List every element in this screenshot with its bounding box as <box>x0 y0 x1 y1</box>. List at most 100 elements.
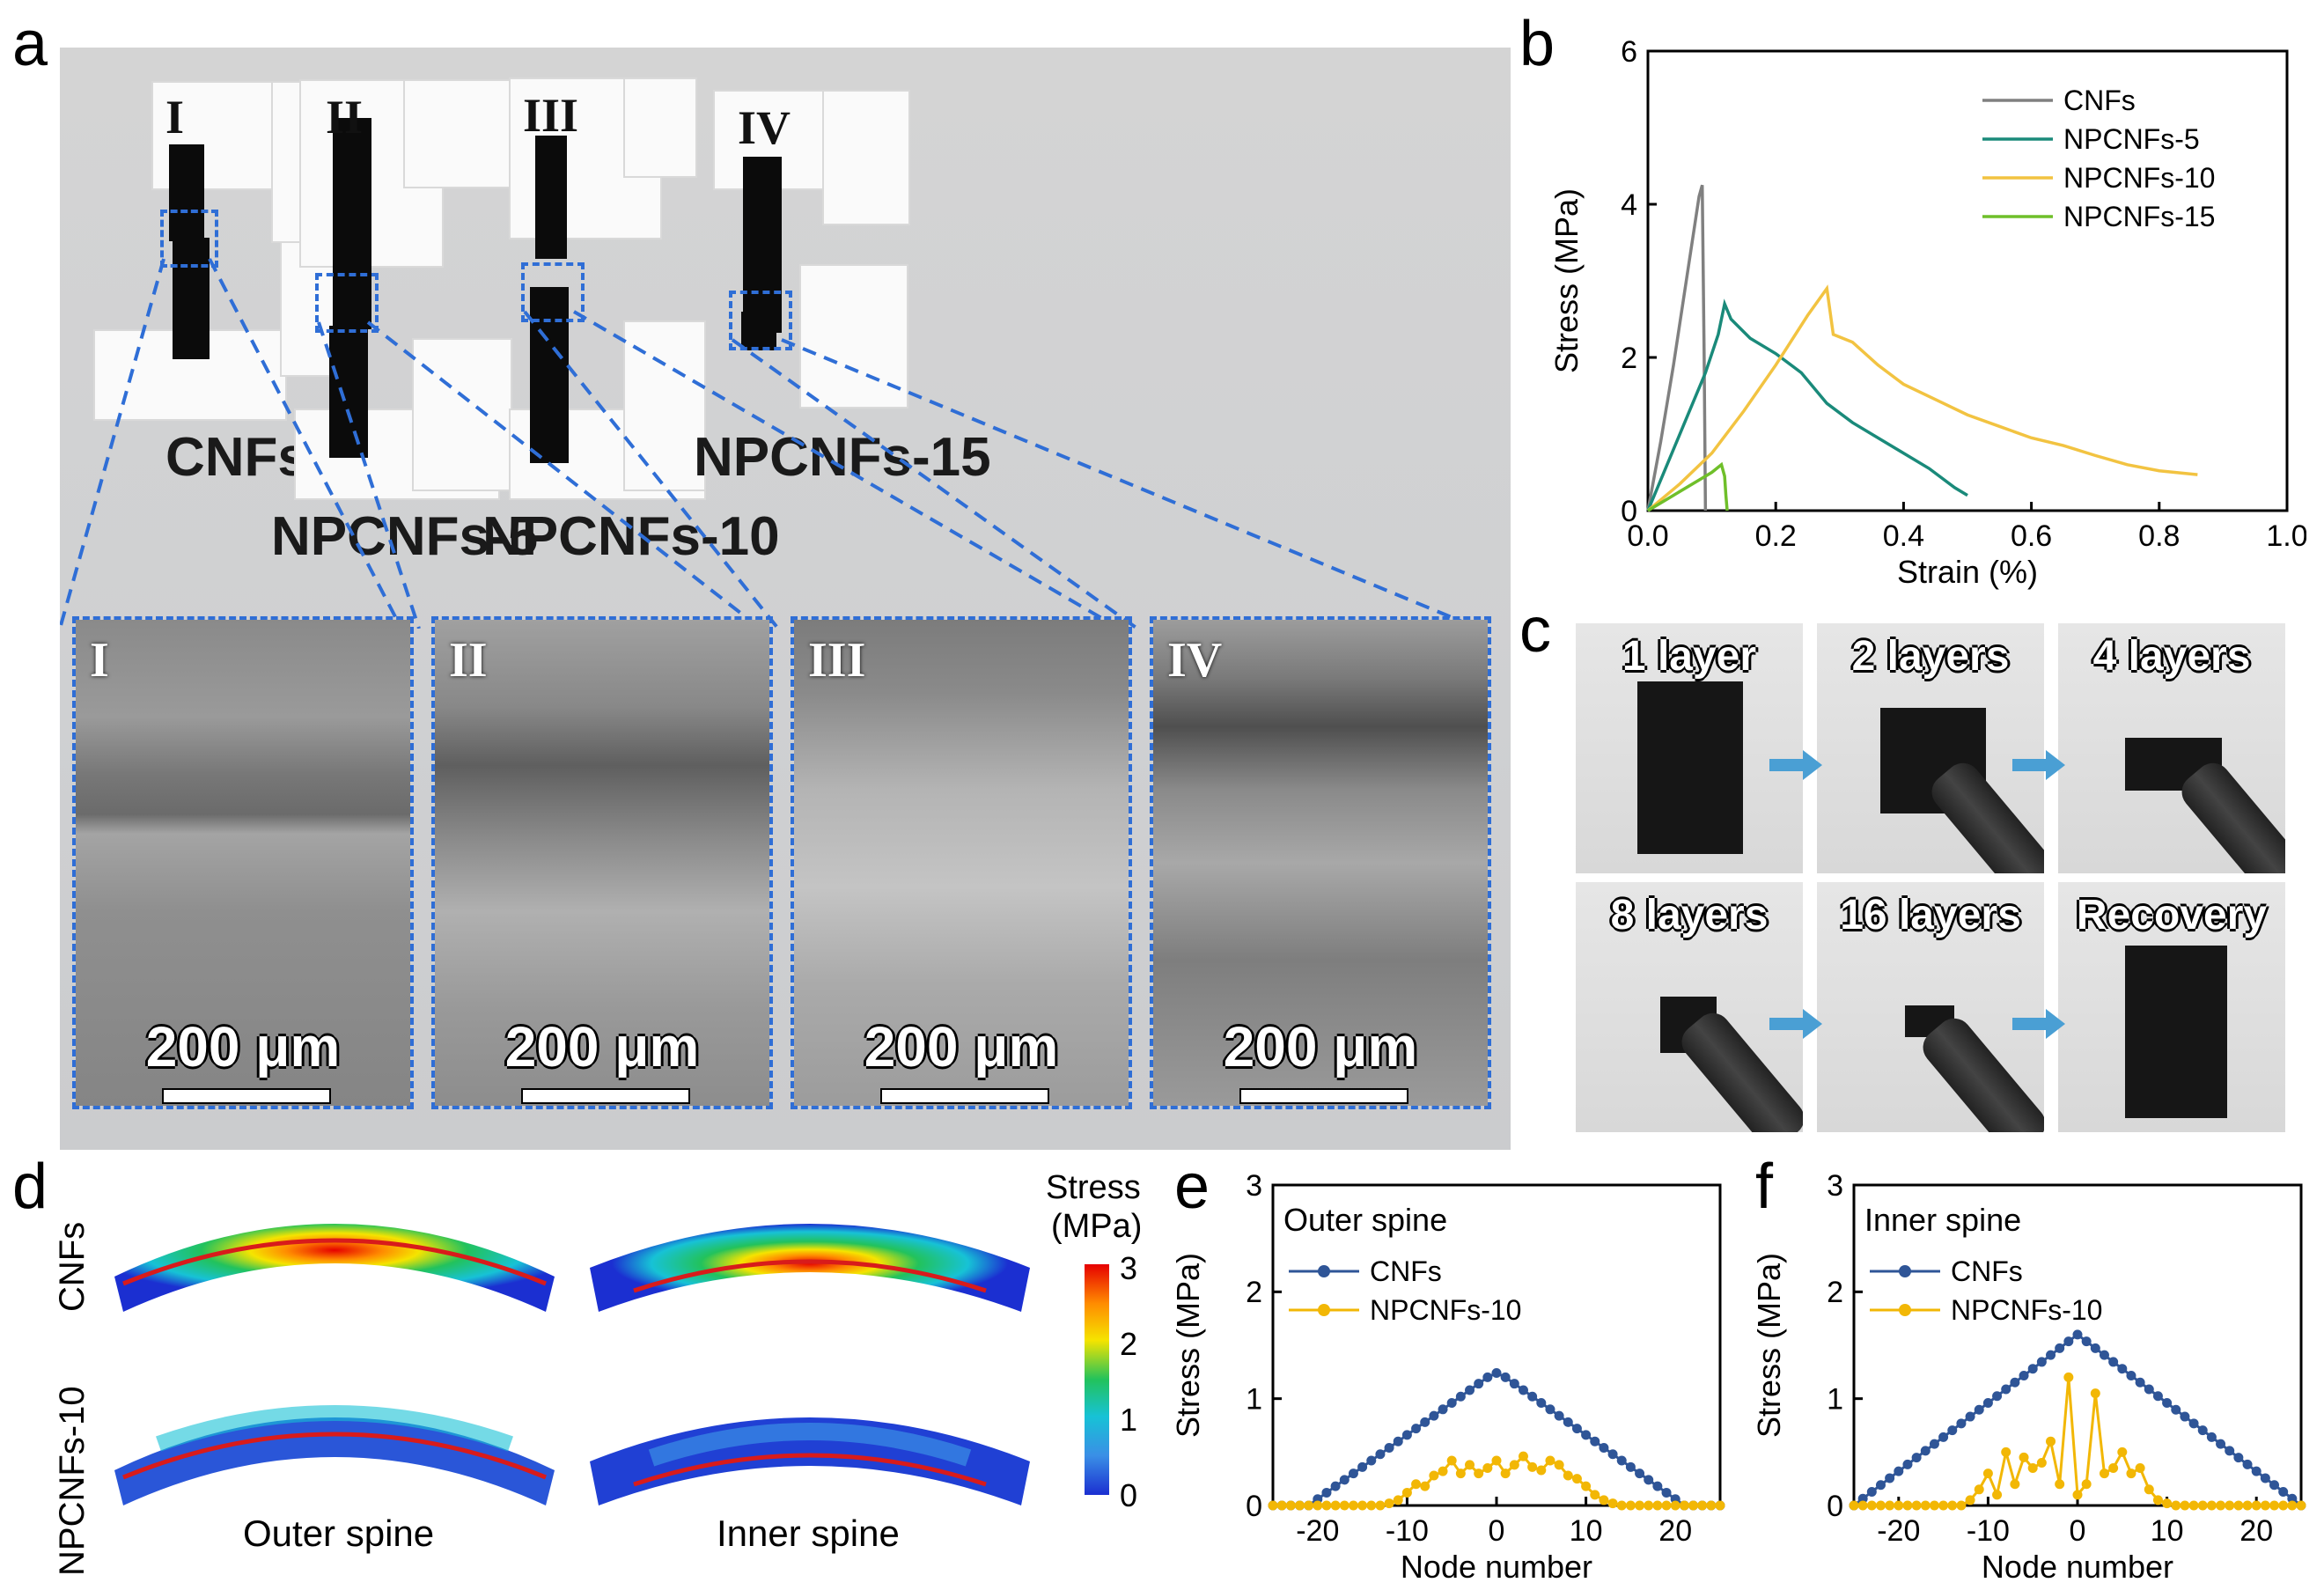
data-point <box>2108 1463 2119 1474</box>
x-tick-label: -10 <box>1967 1514 2010 1548</box>
fem-row-label-npcnfs10: NPCNFs-10 <box>53 1386 92 1576</box>
data-point <box>2072 1490 2083 1500</box>
data-point <box>1581 1481 1592 1491</box>
data-point <box>2296 1500 2306 1511</box>
data-point <box>1366 1500 1377 1511</box>
data-point <box>2001 1384 2011 1395</box>
data-point <box>1545 1404 1555 1415</box>
sem-roman-1: I <box>90 633 109 688</box>
series-line-1 <box>1854 1377 2301 1507</box>
data-point <box>1581 1430 1592 1440</box>
data-point <box>1536 1398 1547 1409</box>
x-tick-label: 0.8 <box>2138 519 2180 553</box>
data-point <box>1304 1500 1314 1511</box>
data-point <box>2162 1398 2173 1409</box>
film-strip <box>530 287 569 463</box>
legend-marker <box>1318 1304 1330 1316</box>
panel-label-a: a <box>12 9 48 79</box>
data-point <box>1509 1379 1519 1389</box>
panel-label-e: e <box>1174 1152 1210 1222</box>
film-strip <box>169 144 204 241</box>
data-point <box>1500 1372 1511 1382</box>
data-point <box>1920 1446 1931 1456</box>
data-point <box>2242 1500 2253 1511</box>
data-point <box>1384 1442 1394 1453</box>
data-point <box>1527 1461 1538 1472</box>
y-axis-label: Stress (MPa) <box>1174 1253 1206 1438</box>
data-point <box>1947 1500 1958 1511</box>
chart-e-outer-spine: -20 -10 0 10 20 0 1 2 3 Node number Stress (MPa) CN… <box>1174 1171 1725 1585</box>
data-point <box>2152 1495 2163 1505</box>
data-point <box>2117 1364 2128 1374</box>
data-point <box>1599 1495 1609 1505</box>
x-tick-label: -20 <box>1296 1514 1339 1548</box>
plot-frame <box>1646 49 2289 512</box>
data-point <box>2027 1364 2038 1374</box>
film-strip <box>743 157 782 333</box>
plot-annotation: Outer spine <box>1283 1202 1447 1238</box>
colorbar-tick: 2 <box>1120 1326 1138 1362</box>
data-point <box>1679 1500 1689 1511</box>
data-point <box>1429 1470 1439 1481</box>
x-tick-label: 0.4 <box>1883 519 1924 553</box>
series-line-2 <box>1646 284 2198 512</box>
data-point <box>1563 1417 1573 1427</box>
data-point <box>2072 1329 2083 1340</box>
x-tick-label: 0.0 <box>1627 519 1668 553</box>
data-point <box>1500 1469 1511 1479</box>
data-point <box>1875 1480 1886 1491</box>
data-point <box>2001 1446 2011 1457</box>
data-point <box>1599 1442 1609 1453</box>
y-axis-label: Stress (MPa) <box>1549 188 1585 373</box>
data-point <box>1607 1449 1618 1460</box>
data-point <box>1474 1379 1484 1389</box>
data-point <box>1974 1484 1984 1495</box>
scale-bar-label: 200 μm <box>145 1015 341 1078</box>
data-point <box>2144 1484 2154 1495</box>
data-point <box>1401 1487 1412 1498</box>
arrow-right-icon <box>1769 1009 1822 1039</box>
fem-npcnfs10-outer-spine <box>114 1405 555 1505</box>
sample-holder-right-lower <box>412 338 512 491</box>
data-point <box>2081 1479 2092 1490</box>
photo-2-layers: 2 layers <box>1817 623 2044 873</box>
scale-bar <box>880 1088 1049 1104</box>
x-tick-label: 10 <box>2151 1514 2184 1548</box>
data-point <box>2019 1452 2029 1462</box>
data-point <box>2090 1343 2100 1353</box>
data-point <box>1446 1455 1457 1466</box>
panel-label-d: d <box>12 1152 48 1222</box>
data-point <box>2233 1453 2244 1463</box>
sem-roman-4: IV <box>1167 633 1223 688</box>
y-tick-label: 4 <box>1621 188 1637 222</box>
data-point <box>1474 1469 1484 1479</box>
fem-npcnfs10-inner-spine <box>590 1417 1030 1505</box>
panel-label-f: f <box>1755 1152 1774 1222</box>
data-point <box>2027 1463 2038 1474</box>
sem-roman-3: III <box>808 633 866 688</box>
photo-4-layers: 4 layers <box>2058 623 2285 873</box>
data-point <box>1590 1490 1600 1500</box>
scale-bar <box>162 1088 331 1104</box>
data-point <box>1563 1470 1573 1481</box>
film-strip <box>741 312 776 350</box>
data-point <box>1947 1425 1958 1436</box>
data-point <box>2063 1372 2074 1382</box>
data-point <box>2171 1404 2181 1415</box>
photo-16-layers: 16 layers <box>1817 882 2044 1132</box>
data-point <box>2036 1357 2047 1367</box>
data-point <box>1974 1404 1984 1415</box>
data-point <box>2099 1350 2109 1360</box>
sample-label-3: NPCNFs-10 <box>482 506 780 567</box>
zoom-connector-lines <box>60 258 1480 629</box>
x-tick-label: 0.6 <box>2011 519 2052 553</box>
data-point <box>2010 1377 2020 1388</box>
y-tick-label: 2 <box>1621 342 1637 375</box>
data-point <box>1616 1500 1627 1511</box>
sem-image-3: III 200 μm <box>791 616 1132 1109</box>
data-point <box>2206 1500 2217 1511</box>
data-point <box>2055 1343 2065 1353</box>
data-point <box>1849 1500 1859 1511</box>
data-point <box>2278 1486 2289 1497</box>
data-point <box>1911 1453 1922 1463</box>
